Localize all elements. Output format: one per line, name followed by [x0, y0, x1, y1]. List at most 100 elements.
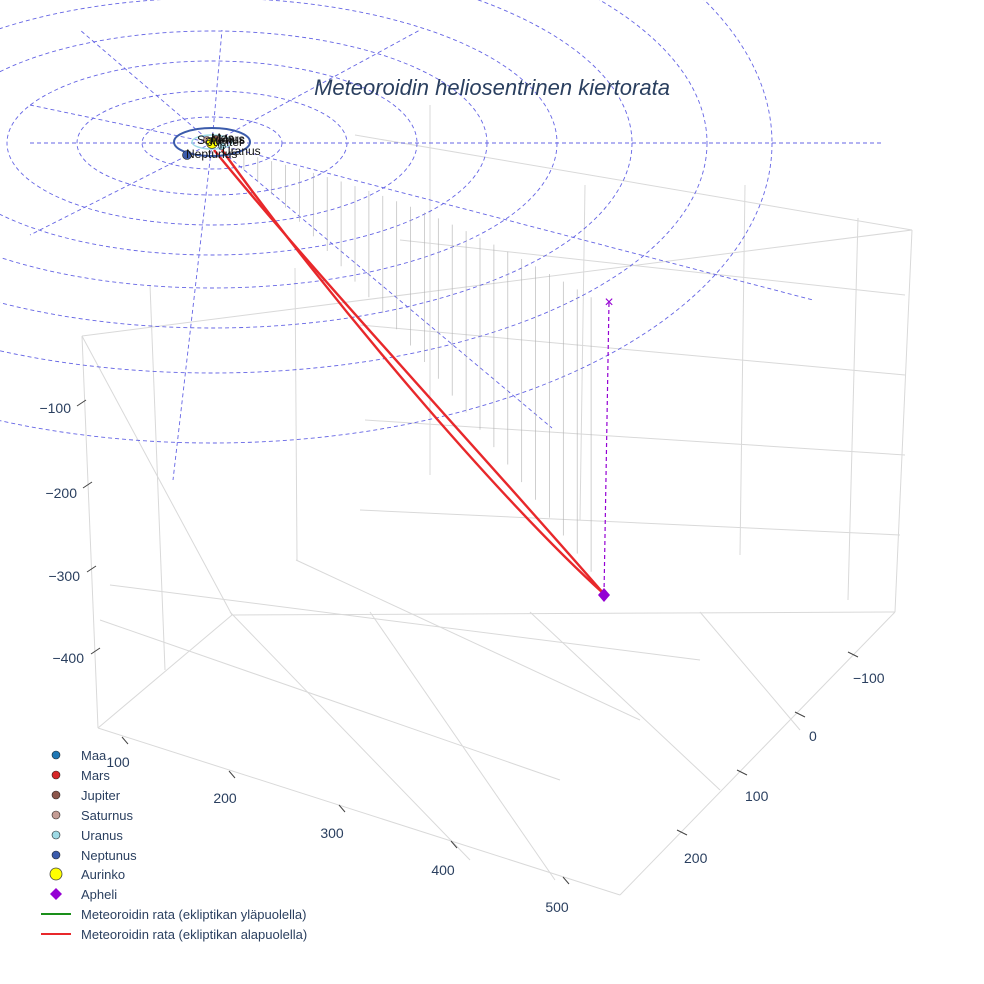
- x-axis-tick-mark: [121, 736, 129, 745]
- legend-label-maa: Maa: [81, 748, 107, 763]
- x-axis-tick-label: 300: [320, 825, 344, 841]
- y-axis-tick-mark: [847, 651, 859, 658]
- legend-label-jupiter: Jupiter: [81, 788, 121, 803]
- planet-label-neptunus: Neptunus: [186, 147, 237, 161]
- planet-marker-neptunus: [182, 150, 192, 160]
- z-axis-tick-mark: [76, 399, 87, 407]
- drop-lines: [243, 153, 592, 572]
- planet-label-saturnus: Saturnus: [197, 133, 245, 147]
- y-axis-tick-label: −100: [853, 670, 885, 686]
- z-axis-tick-mark: [90, 647, 101, 655]
- axes-grid: [81, 105, 913, 896]
- grid-line: [81, 229, 913, 337]
- grid-line: [619, 611, 896, 896]
- aphelion-projection-line: [603, 301, 610, 595]
- grid-line: [894, 229, 913, 613]
- legend-label-orbit-below: Meteoroidin rata (ekliptikan alapuolella…: [81, 927, 307, 942]
- grid-line: [99, 619, 561, 781]
- legend-marker-apheli: [50, 888, 62, 900]
- legend-marker-jupiter: [51, 790, 61, 800]
- sun-marker: [206, 137, 218, 149]
- z-axis: −100 −200 −300 −400: [39, 399, 101, 666]
- grid-line: [294, 267, 298, 561]
- x-axis-tick-mark: [338, 804, 346, 813]
- grid-line: [739, 184, 746, 556]
- planet-label-mars: Mars: [218, 132, 245, 146]
- grid-line: [699, 611, 801, 731]
- orbit-line-outgoing: [213, 149, 605, 595]
- grid-line: [359, 324, 906, 376]
- ecliptic-ring: [0, 0, 773, 444]
- y-axis-tick-mark: [736, 769, 748, 776]
- grid-line: [97, 727, 621, 896]
- ecliptic-spoke: [211, 142, 553, 429]
- grid-line: [399, 239, 906, 296]
- legend-label-mars: Mars: [81, 768, 110, 783]
- legend-label-uranus: Uranus: [81, 828, 123, 843]
- grid-line: [149, 284, 166, 671]
- grid-line: [109, 584, 701, 661]
- y-axis-tick-mark: [794, 711, 806, 718]
- legend-label-neptunus: Neptunus: [81, 848, 137, 863]
- z-axis-tick-label: −300: [48, 568, 80, 584]
- grid-line: [295, 559, 641, 721]
- aphelion-marker: [598, 588, 610, 602]
- grid-line: [847, 217, 859, 601]
- ecliptic-ring: [0, 0, 558, 289]
- z-axis-tick-label: −400: [52, 650, 84, 666]
- ecliptic-spoke: [172, 142, 213, 481]
- x-axis: 100 200 300 400 500: [106, 736, 570, 915]
- planet-orbit-ring: [191, 134, 233, 150]
- y-axis: −100 0 100 200: [676, 651, 885, 866]
- legend-label-saturnus: Saturnus: [81, 808, 134, 823]
- aphelion-projection-marker: ×: [604, 294, 613, 311]
- z-axis-tick-label: −100: [39, 400, 71, 416]
- ecliptic-spoke: [211, 29, 223, 144]
- x-axis-tick-label: 200: [213, 790, 237, 806]
- ecliptic-spoke: [211, 29, 421, 144]
- ecliptic-ring: [0, 0, 633, 329]
- chart-title: Meteoroidin heliosentrinen kiertorata: [314, 75, 670, 100]
- inner-solar-system: Saturnus Maa Mars Jupiter Uranus Neptunu…: [173, 127, 261, 161]
- grid-line: [359, 509, 901, 536]
- ecliptic-ring: [0, 0, 708, 374]
- planet-marker-uranus: [218, 142, 226, 150]
- ecliptic-spoke: [79, 29, 213, 144]
- y-axis-tick-label: 0: [809, 728, 817, 744]
- z-axis-tick-mark: [86, 565, 97, 573]
- grid-line: [354, 134, 913, 231]
- grid-line: [364, 419, 906, 456]
- y-axis-tick-label: 100: [745, 788, 769, 804]
- ecliptic-spoke: [211, 142, 814, 301]
- grid-line: [529, 611, 721, 791]
- legend-marker-maa: [51, 750, 61, 760]
- orbit-line-return: [221, 149, 605, 595]
- legend-label-orbit-above: Meteoroidin rata (ekliptikan yläpuolella…: [81, 907, 306, 922]
- y-axis-tick-mark: [676, 829, 688, 836]
- z-axis-tick-label: −200: [45, 485, 77, 501]
- planet-label-jupiter: Jupiter: [207, 135, 243, 149]
- grid-line: [369, 611, 556, 881]
- legend-label-aurinko: Aurinko: [81, 867, 125, 882]
- grid-line: [229, 611, 471, 861]
- x-axis-tick-mark: [450, 840, 458, 849]
- x-axis-tick-mark: [562, 876, 570, 885]
- legend-marker-neptunus: [51, 850, 61, 860]
- legend-marker-mars: [51, 770, 61, 780]
- legend-marker-uranus: [51, 830, 61, 840]
- y-axis-tick-label: 200: [684, 850, 708, 866]
- ecliptic-spoke: [29, 142, 213, 236]
- ecliptic-spoke: [29, 104, 213, 144]
- grid-line: [81, 335, 99, 729]
- x-axis-tick-label: 400: [431, 862, 455, 878]
- planet-label-uranus: Uranus: [222, 144, 261, 158]
- planet-orbit-ring: [173, 127, 251, 157]
- x-axis-tick-mark: [228, 770, 236, 779]
- planet-label-maa: Maa: [211, 131, 235, 145]
- legend-marker-aurinko: [49, 867, 63, 881]
- ecliptic-grid: [0, 0, 882, 481]
- x-axis-tick-label: 100: [106, 754, 130, 770]
- legend-marker-saturnus: [51, 810, 61, 820]
- legend: Maa Mars Jupiter Saturnus Uranus Neptunu…: [41, 748, 307, 942]
